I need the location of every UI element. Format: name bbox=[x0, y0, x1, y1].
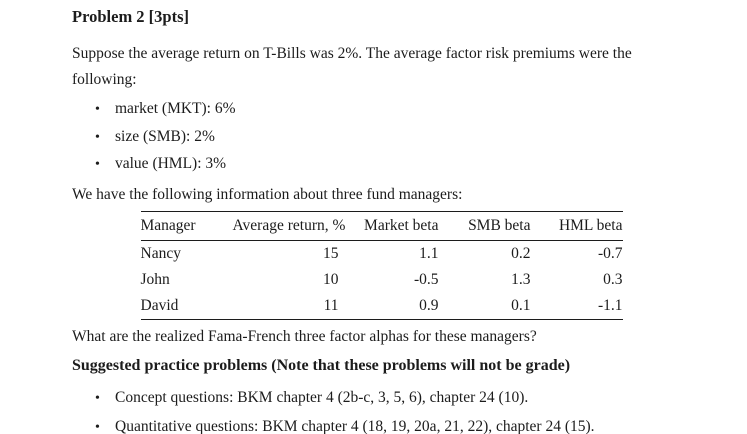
cell-manager: David bbox=[140, 296, 179, 314]
table-row: John 10 -0.5 1.3 0.3 bbox=[141, 267, 623, 293]
practice-list: • Concept questions: BKM chapter 4 (2b-c,… bbox=[72, 384, 691, 434]
table-lead-paragraph: We have the following information about … bbox=[72, 185, 463, 203]
list-item-quantitative: • Quantitative questions: BKM chapter 4 (… bbox=[95, 413, 691, 434]
cell-smb-beta: 0.1 bbox=[511, 296, 531, 314]
bullet-icon: • bbox=[95, 102, 100, 117]
cell-hml-beta: 0.3 bbox=[603, 270, 623, 288]
factor-market-label: market (MKT): 6% bbox=[115, 100, 236, 117]
list-item-value: • value (HML): 3% bbox=[95, 151, 691, 179]
cell-manager: Nancy bbox=[140, 244, 181, 262]
bullet-icon: • bbox=[95, 390, 100, 406]
col-header-hml-beta: HML beta bbox=[558, 216, 623, 234]
table-row: Nancy 15 1.1 0.2 -0.7 bbox=[141, 240, 623, 267]
col-header-average-return: Average return, % bbox=[232, 216, 346, 234]
factor-list: • market (MKT): 6% • size (SMB): 2% • value… bbox=[72, 96, 691, 179]
bullet-icon: • bbox=[95, 157, 100, 172]
bullet-icon: • bbox=[95, 419, 100, 434]
cell-market-beta: 1.1 bbox=[419, 244, 439, 262]
list-item-concept: • Concept questions: BKM chapter 4 (2b-c,… bbox=[95, 384, 691, 413]
intro-paragraph: Suppose the average return on T-Bills wa… bbox=[72, 45, 632, 88]
cell-average-return: 15 bbox=[323, 244, 339, 262]
cell-hml-beta: -0.7 bbox=[597, 244, 623, 262]
quantitative-questions-label: Quantitative questions: BKM chapter 4 (1… bbox=[115, 417, 595, 434]
cell-smb-beta: 0.2 bbox=[511, 244, 531, 262]
suggested-practice-heading: Suggested practice problems (Note that t… bbox=[72, 356, 571, 374]
cell-smb-beta: 1.3 bbox=[511, 270, 531, 288]
cell-average-return: 10 bbox=[323, 270, 339, 288]
table-header-row: Manager Average return, % Market beta SM… bbox=[140, 211, 623, 240]
cell-average-return: 11 bbox=[323, 296, 339, 314]
question-paragraph: What are the realized Fama-French three … bbox=[72, 327, 537, 345]
concept-questions-label: Concept questions: BKM chapter 4 (2b-c, … bbox=[115, 388, 529, 406]
list-item-market: • market (MKT): 6% bbox=[95, 96, 691, 124]
cell-hml-beta: -1.1 bbox=[597, 296, 623, 314]
col-header-manager: Manager bbox=[140, 216, 196, 234]
table-row: David 11 0.9 0.1 -1.1 bbox=[141, 293, 623, 320]
col-header-smb-beta: SMB beta bbox=[468, 216, 531, 234]
cell-market-beta: -0.5 bbox=[413, 270, 439, 288]
bullet-icon: • bbox=[95, 129, 100, 145]
cell-manager: John bbox=[140, 270, 170, 288]
factor-size-label: size (SMB): 2% bbox=[115, 127, 215, 145]
list-item-size: • size (SMB): 2% bbox=[95, 124, 691, 152]
managers-table: Manager Average return, % Market beta SM… bbox=[140, 210, 623, 320]
col-header-market-beta: Market beta bbox=[364, 216, 439, 234]
cell-market-beta: 0.9 bbox=[419, 296, 439, 314]
problem-heading: Problem 2 [3pts] bbox=[72, 7, 190, 26]
factor-value-label: value (HML): 3% bbox=[115, 155, 227, 172]
